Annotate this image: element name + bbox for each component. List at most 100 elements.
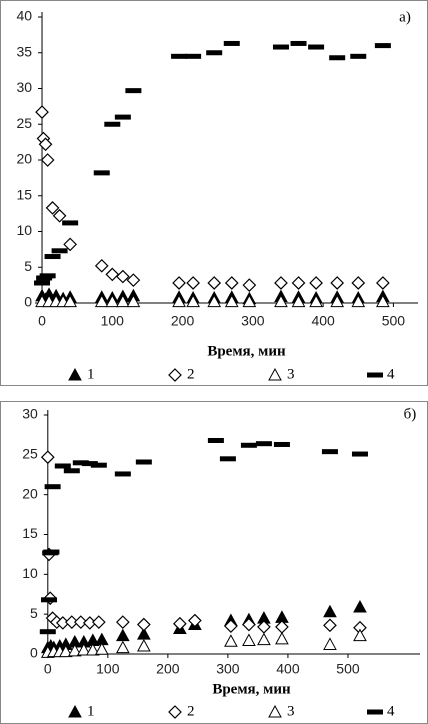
legend-label: 4 — [387, 703, 395, 719]
marker — [39, 273, 56, 279]
legend-marker — [68, 704, 82, 718]
marker — [309, 294, 323, 308]
marker — [224, 634, 238, 647]
marker — [219, 456, 236, 462]
marker — [329, 55, 346, 61]
marker — [308, 44, 325, 50]
marker — [39, 629, 56, 635]
marker — [291, 294, 306, 308]
marker — [351, 451, 368, 457]
marker — [116, 640, 130, 654]
marker — [224, 294, 239, 308]
marker — [73, 615, 88, 629]
marker — [353, 628, 367, 642]
marker — [242, 294, 257, 308]
marker — [224, 276, 239, 290]
marker — [374, 43, 391, 49]
marker — [115, 615, 130, 629]
marker — [125, 88, 142, 94]
legend-label: 2 — [187, 703, 195, 719]
x-tick-label: 100 — [96, 661, 120, 677]
legend-label: 3 — [287, 703, 295, 719]
marker — [323, 618, 337, 633]
y-tick-label: 30 — [16, 79, 32, 95]
marker — [323, 604, 337, 618]
marker — [290, 40, 307, 46]
marker — [257, 632, 271, 646]
marker — [94, 258, 109, 273]
marker — [240, 442, 257, 448]
x-tick-label: 500 — [382, 313, 406, 329]
legend-marker — [168, 368, 182, 382]
y-tick-label: 10 — [16, 222, 32, 238]
marker — [206, 50, 223, 56]
marker — [41, 597, 58, 603]
marker — [115, 269, 130, 284]
x-tick-label: 400 — [311, 313, 335, 329]
marker — [116, 628, 130, 642]
y-tick-label: 0 — [24, 294, 32, 310]
legend-label: 3 — [287, 366, 295, 382]
marker — [323, 637, 337, 650]
marker — [351, 294, 366, 308]
x-tick-label: 0 — [38, 313, 46, 329]
marker — [93, 170, 110, 176]
y-tick-label: 20 — [16, 151, 32, 167]
x-tick-label: 300 — [241, 313, 265, 329]
y-tick-label: 25 — [16, 115, 32, 131]
marker — [376, 276, 390, 290]
legend-marker — [68, 367, 82, 381]
marker — [126, 273, 141, 287]
marker — [353, 599, 367, 613]
x-tick-label: 200 — [156, 661, 180, 677]
marker — [35, 105, 49, 119]
marker — [72, 460, 89, 466]
marker — [350, 53, 367, 59]
marker — [94, 294, 109, 308]
marker — [274, 276, 288, 290]
marker — [309, 276, 323, 290]
marker — [76, 642, 91, 656]
marker — [376, 294, 390, 308]
marker — [137, 617, 151, 632]
marker — [67, 643, 82, 657]
marker — [81, 461, 98, 467]
marker — [224, 619, 238, 633]
y-tick-label: 30 — [22, 406, 38, 422]
legend-marker — [168, 705, 182, 719]
marker — [34, 280, 51, 286]
marker — [275, 631, 289, 645]
marker — [242, 633, 256, 646]
y-tick-label: 35 — [16, 43, 32, 59]
marker — [44, 254, 61, 260]
marker — [38, 137, 53, 152]
marker — [116, 294, 130, 308]
x-tick-label: 300 — [216, 661, 240, 677]
y-tick-label: 15 — [22, 525, 38, 541]
x-tick-label: 200 — [171, 313, 195, 329]
legend-marker — [367, 372, 383, 378]
legend-label: 2 — [187, 366, 195, 382]
marker — [173, 616, 187, 631]
x-tick-label: 400 — [276, 661, 300, 677]
legend-marker — [367, 709, 383, 715]
marker — [64, 615, 79, 629]
marker — [242, 617, 256, 632]
marker — [114, 114, 131, 120]
marker — [58, 644, 73, 658]
marker — [330, 276, 345, 290]
marker — [291, 276, 306, 290]
x-axis-title: Время, мин — [212, 681, 291, 697]
x-tick-label: 500 — [336, 661, 360, 677]
y-tick-label: 5 — [30, 605, 38, 621]
marker — [242, 278, 257, 292]
marker — [188, 613, 202, 628]
marker — [45, 201, 60, 215]
y-tick-label: 25 — [22, 446, 38, 462]
marker — [186, 276, 200, 290]
y-tick-label: 10 — [22, 565, 38, 581]
marker — [126, 294, 141, 308]
marker — [135, 459, 152, 465]
marker — [272, 44, 289, 50]
